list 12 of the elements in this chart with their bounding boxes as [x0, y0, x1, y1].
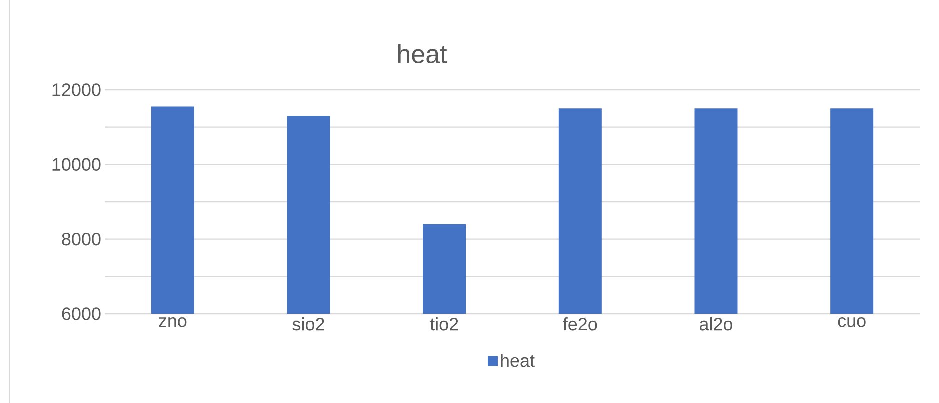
x-tick-label: zno — [159, 318, 187, 328]
x-tick-label: sio2 — [292, 318, 324, 331]
y-tick-label: 6000 — [62, 308, 101, 320]
y-tick-label: 10000 — [52, 158, 101, 172]
x-tick-label: al2o — [700, 318, 732, 331]
y-tick-label: 12000 — [52, 84, 101, 96]
x-tick-label: fe2o — [563, 318, 598, 331]
y-tick-label: 8000 — [62, 232, 101, 246]
x-tick-label: tio2 — [430, 318, 458, 331]
legend-label: heat — [501, 354, 535, 368]
chart-title: heat — [398, 44, 448, 64]
x-tick-label: cuo — [838, 318, 866, 328]
